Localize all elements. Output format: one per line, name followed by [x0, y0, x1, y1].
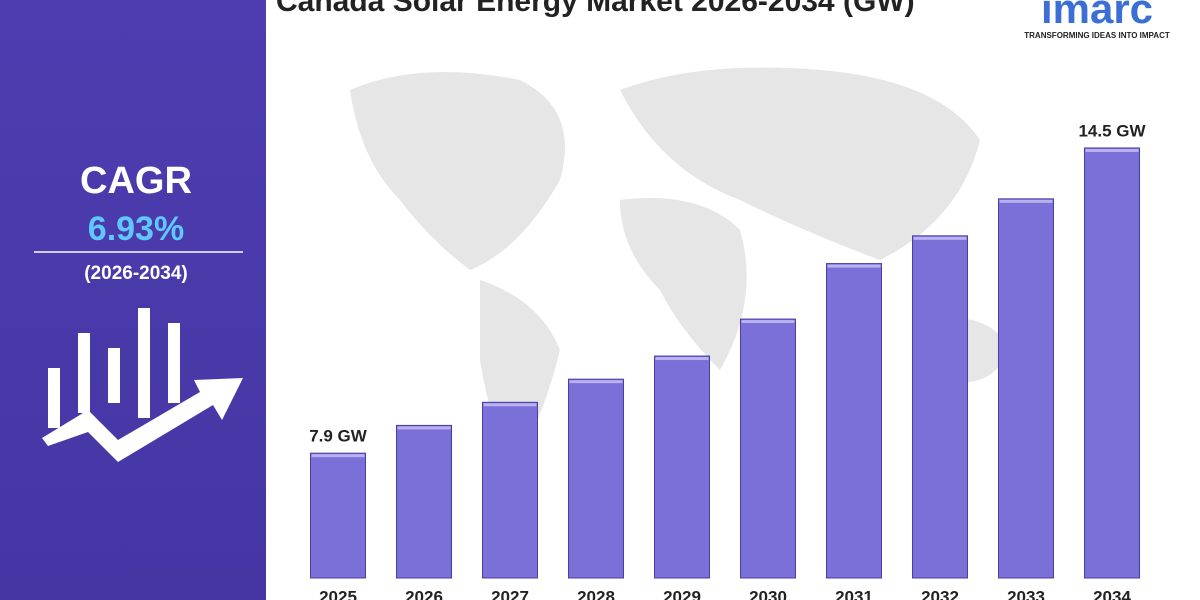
x-tick-label: 2032 — [921, 587, 959, 600]
bar-highlight — [999, 199, 1053, 203]
chart-title: Canada Solar Energy Market 2026-2034 (GW… — [276, 0, 915, 18]
bar-highlight — [311, 454, 365, 458]
bar — [309, 452, 367, 579]
x-tick-label: 2033 — [1007, 587, 1045, 600]
x-tick-label: 2034 — [1093, 587, 1131, 600]
bar — [395, 424, 453, 579]
x-tick-label: 2030 — [749, 587, 787, 600]
x-tick-label: 2027 — [491, 587, 529, 600]
bar-highlight — [827, 264, 881, 268]
bar — [481, 401, 539, 579]
x-tick-label: 2028 — [577, 587, 615, 600]
bar-highlight — [483, 403, 537, 407]
cagr-period: (2026-2034) — [84, 263, 188, 284]
x-tick-label: 2031 — [835, 587, 873, 600]
x-tick-label: 2029 — [663, 587, 701, 600]
x-tick-label: 2026 — [405, 587, 443, 600]
bar — [911, 235, 969, 579]
logo: imarc — [1041, 0, 1153, 32]
cagr-panel — [0, 0, 266, 600]
bar-highlight — [569, 380, 623, 384]
cagr-label: CAGR — [80, 160, 192, 202]
cagr-value: 6.93% — [88, 210, 184, 248]
bar — [739, 318, 797, 579]
x-tick-label: 2025 — [319, 587, 357, 600]
bar-highlight — [913, 236, 967, 240]
bar — [653, 355, 711, 579]
value-label: 14.5 GW — [1078, 121, 1146, 140]
bar-highlight — [397, 426, 451, 430]
bar-highlight — [741, 320, 795, 324]
bar-highlight — [655, 357, 709, 361]
bar-highlight — [1085, 148, 1139, 152]
bar — [567, 378, 625, 579]
growth-icon — [42, 308, 243, 462]
bar — [1083, 147, 1141, 579]
value-label: 7.9 GW — [309, 427, 368, 446]
bar — [825, 263, 883, 579]
bar — [997, 198, 1055, 579]
logo-tagline: TRANSFORMING IDEAS INTO IMPACT — [1024, 31, 1170, 40]
